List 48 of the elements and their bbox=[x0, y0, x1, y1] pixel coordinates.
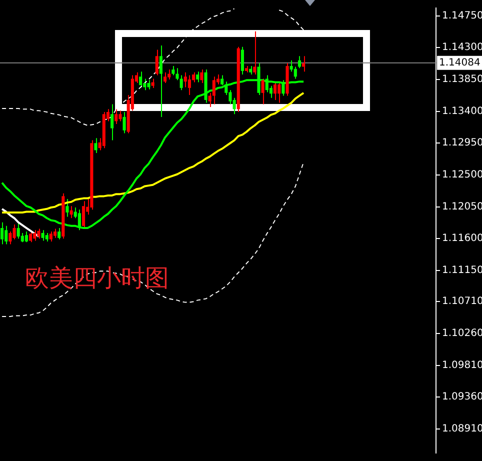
candlestick bbox=[139, 71, 142, 88]
candlestick bbox=[49, 231, 52, 242]
candlestick bbox=[196, 71, 200, 83]
candlestick bbox=[298, 56, 302, 69]
candlestick bbox=[41, 230, 44, 242]
candlestick bbox=[294, 66, 297, 80]
candlestick bbox=[29, 231, 32, 243]
ref-line-label: 1.14084 bbox=[439, 57, 480, 68]
candlestick bbox=[151, 78, 154, 88]
candlestick bbox=[20, 232, 24, 243]
candlestick bbox=[82, 200, 86, 229]
candlestick bbox=[24, 231, 28, 243]
candlestick bbox=[253, 30, 256, 76]
candlestick bbox=[176, 68, 179, 81]
annotation: 欧美四小时图 bbox=[25, 264, 169, 292]
candlestick bbox=[164, 72, 167, 84]
candlestick bbox=[66, 198, 69, 218]
candlestick bbox=[261, 78, 264, 105]
line-series bbox=[2, 162, 304, 317]
candlestick bbox=[8, 231, 12, 245]
candlestick bbox=[278, 81, 281, 104]
candlestick bbox=[94, 138, 98, 154]
candlestick bbox=[302, 56, 306, 72]
candlestick bbox=[172, 66, 175, 76]
candlestick bbox=[155, 49, 158, 76]
candlestick bbox=[118, 110, 122, 122]
candlestick bbox=[53, 228, 57, 238]
candlestick bbox=[180, 74, 183, 91]
candlestick bbox=[58, 228, 61, 240]
candlestick bbox=[188, 74, 192, 96]
candlestick bbox=[110, 104, 114, 141]
candlestick bbox=[159, 44, 162, 118]
candlestick bbox=[147, 80, 150, 90]
candlestick bbox=[33, 230, 36, 242]
candlestick bbox=[274, 81, 277, 100]
candlestick bbox=[200, 69, 204, 84]
candlestick bbox=[4, 225, 8, 245]
candlestick bbox=[0, 222, 4, 245]
candlestick bbox=[290, 60, 293, 72]
candlestick bbox=[114, 108, 118, 125]
candlestick bbox=[16, 222, 20, 240]
candlestick bbox=[212, 76, 216, 105]
candlestick bbox=[184, 72, 187, 88]
candlestick bbox=[70, 206, 73, 219]
candlestick bbox=[37, 228, 40, 240]
candlestick bbox=[122, 112, 126, 134]
candlestick bbox=[240, 46, 244, 76]
candlestick bbox=[168, 69, 171, 80]
